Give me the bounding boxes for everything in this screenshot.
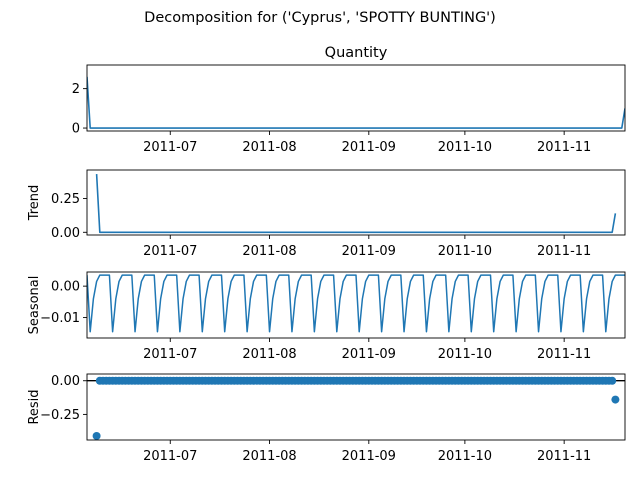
trend-xtick-label: 2011-10: [438, 244, 492, 259]
observed-xtick-label: 2011-10: [438, 140, 492, 155]
resid-ytick-label: −0.25: [40, 408, 80, 423]
seasonal-series: [87, 274, 625, 333]
trend-axes-frame: [86, 169, 626, 236]
seasonal-ylabel: Seasonal: [27, 276, 42, 335]
resid-xtick-label: 2011-11: [537, 449, 591, 464]
observed-xtick-label: 2011-11: [537, 140, 591, 155]
resid-point: [92, 431, 101, 440]
seasonal-line: [87, 274, 625, 333]
observed-xtick-label: 2011-07: [143, 140, 197, 155]
seasonal-xtick-label: 2011-07: [143, 347, 197, 362]
figure-suptitle: Decomposition for ('Cyprus', 'SPOTTY BUN…: [144, 10, 496, 26]
seasonal-ytick-label: −0.01: [40, 311, 80, 326]
trend-xtick-label: 2011-11: [537, 244, 591, 259]
seasonal-xtick-label: 2011-08: [242, 347, 296, 362]
observed-axes-frame: [86, 64, 626, 132]
resid-axes-frame: [86, 373, 626, 441]
trend-line: [95, 174, 617, 234]
seasonal-xtick-label: 2011-11: [537, 347, 591, 362]
resid-xtick-label: 2011-09: [342, 449, 396, 464]
seasonal-ytick-label: 0.00: [51, 280, 80, 295]
panel-trend: 0.00 0.25 2011-07 2011-08 2011-09 2011-10 2011…: [27, 169, 626, 259]
resid-ylabel: Resid: [27, 389, 42, 424]
trend-xtick-label: 2011-08: [242, 244, 296, 259]
observed-series: [87, 76, 625, 129]
trend-xtick-label: 2011-09: [342, 244, 396, 259]
trend-xtick-label: 2011-07: [143, 244, 197, 259]
trend-series: [95, 174, 617, 234]
trend-ylabel: Trend: [27, 185, 42, 222]
resid-xtick-label: 2011-08: [242, 449, 296, 464]
resid-series: [87, 376, 625, 440]
seasonal-xtick-label: 2011-09: [342, 347, 396, 362]
resid-point: [608, 376, 617, 385]
observed-title: Quantity: [325, 45, 388, 61]
panel-resid: 0.00 −0.25 2011-07 2011-08 2011-09 2011-10 201…: [27, 373, 626, 464]
panel-observed: 0 2 2011-07 2011-08 2011-09 2011-10 2011-11 Qua…: [72, 45, 626, 155]
seasonal-axes-frame: [86, 271, 626, 339]
observed-ytick-label: 2: [72, 82, 80, 97]
observed-ytick-label: 0: [72, 122, 80, 137]
trend-ytick-label: 0.00: [51, 226, 80, 241]
resid-xtick-label: 2011-10: [438, 449, 492, 464]
panel-seasonal: 0.00 −0.01 2011-07 2011-08 2011-09 2011-10 201…: [27, 271, 626, 362]
observed-xtick-label: 2011-09: [342, 140, 396, 155]
resid-ytick-label: 0.00: [51, 374, 80, 389]
resid-point: [611, 395, 620, 404]
observed-line: [87, 76, 625, 129]
observed-xtick-label: 2011-08: [242, 140, 296, 155]
seasonal-xtick-label: 2011-10: [438, 347, 492, 362]
panels-group: 0 2 2011-07 2011-08 2011-09 2011-10 2011-11 Qua…: [27, 45, 626, 464]
trend-ytick-label: 0.25: [51, 192, 80, 207]
resid-xtick-label: 2011-07: [143, 449, 197, 464]
